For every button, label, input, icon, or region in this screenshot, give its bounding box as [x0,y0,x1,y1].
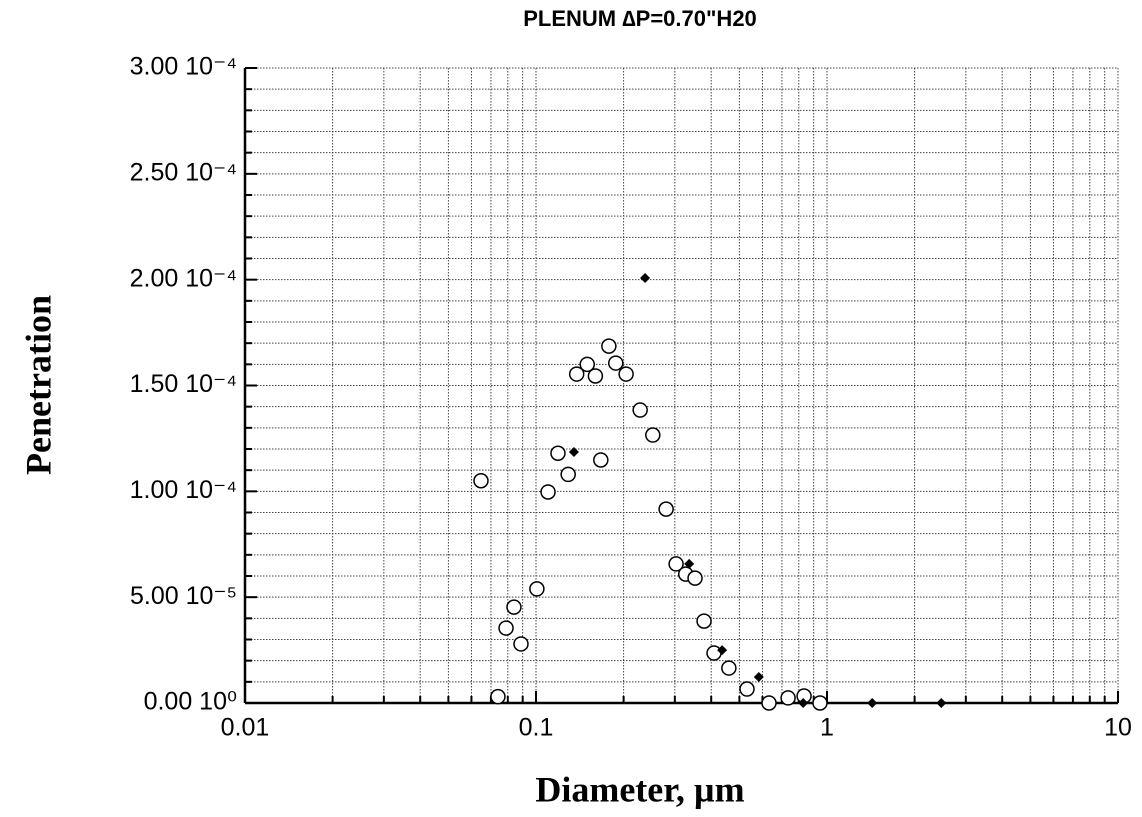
point [540,484,556,500]
x-tick-label: 0.1 [519,714,554,742]
point [579,356,595,373]
point [601,338,617,354]
point [529,581,545,597]
y-tick-label: 2.50 10⁻⁴ [130,158,237,186]
point [798,698,809,708]
point [696,613,712,629]
point [513,636,529,652]
point [640,272,651,283]
point [560,466,576,483]
point [632,402,648,418]
point [568,446,579,457]
point [593,452,609,468]
point [706,645,722,661]
point [658,501,674,517]
point [761,695,777,711]
y-tick-label: 5.00 10⁻⁵ [130,582,237,610]
point [618,366,634,382]
point [687,570,703,586]
point [568,366,585,382]
x-axis-label: Diameter, µm [535,769,744,809]
point [812,695,828,711]
point [645,427,661,443]
point [684,558,695,569]
point [608,355,624,371]
y-tick-label: 3.00 10⁻⁴ [130,53,237,81]
point [668,556,684,572]
point [739,681,755,697]
point [780,690,796,706]
point [506,599,522,615]
point [498,620,514,636]
point [490,688,506,705]
x-tick-label: 1 [820,714,834,742]
y-tick-label: 0.00 10⁰ [144,688,237,716]
x-tick-label: 10 [1104,714,1132,742]
point [721,660,737,676]
y-tick-label: 1.00 10⁻⁴ [130,476,237,504]
x-tick-label: 0.01 [221,714,270,742]
y-tick-label: 1.50 10⁻⁴ [130,370,237,398]
point [473,473,489,489]
chart-title: PLENUM ∆P=0.70"H20 [523,6,757,31]
point [717,645,728,656]
point [550,445,566,461]
point [936,698,947,708]
point [587,368,604,384]
y-tick-label: 2.00 10⁻⁴ [130,264,237,292]
y-axis-label: Penetration [18,295,58,475]
point [867,698,878,708]
point [753,671,764,682]
